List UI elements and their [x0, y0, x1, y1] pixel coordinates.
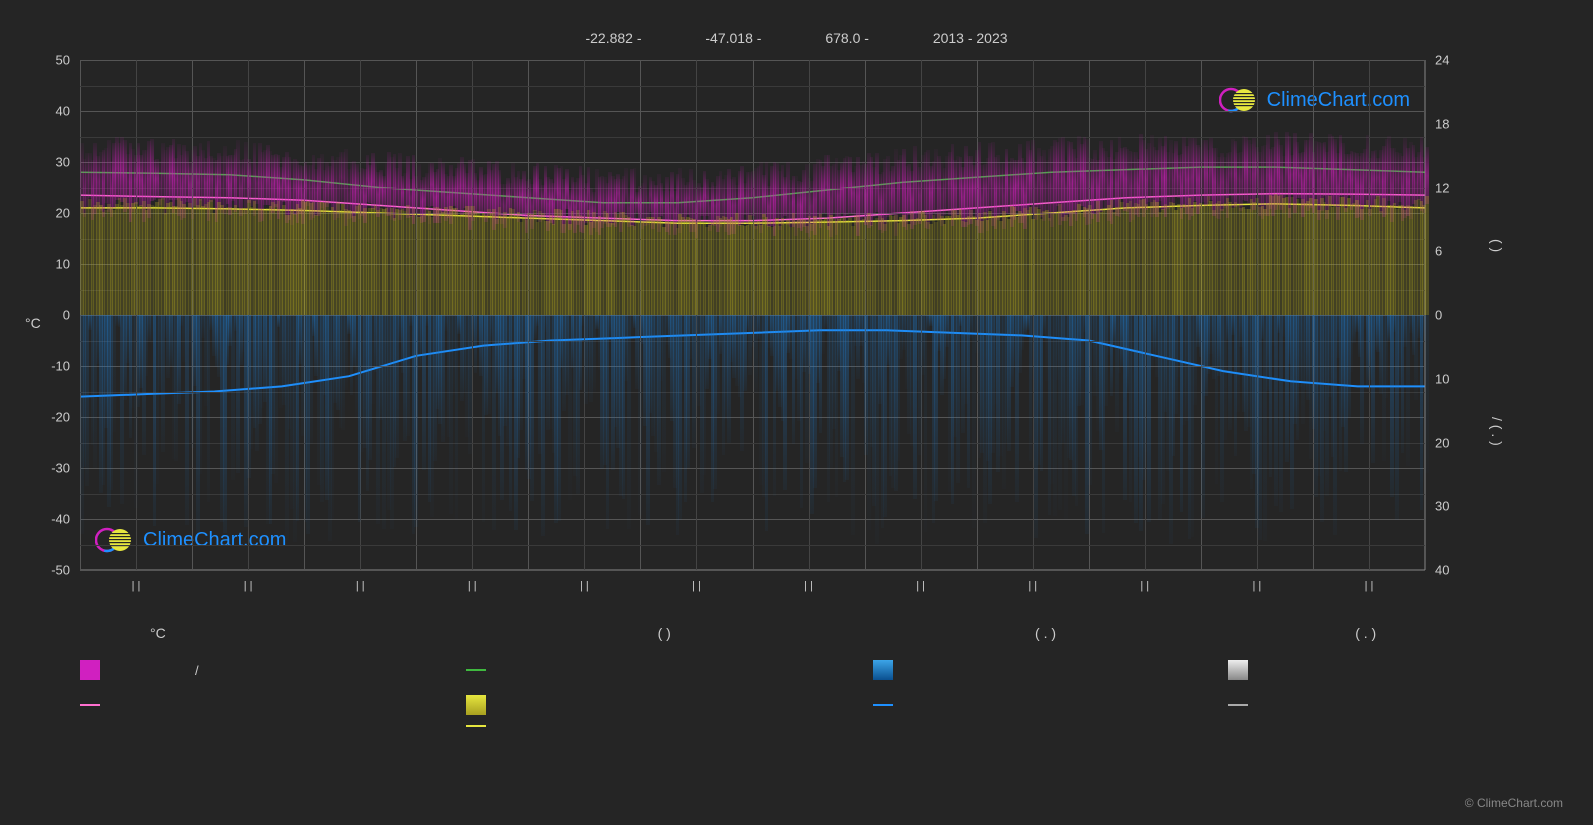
y-tick-right-bottom: 40: [1435, 563, 1465, 578]
x-tick-month: | |: [1028, 580, 1037, 592]
x-tick-month: | |: [1140, 580, 1149, 592]
legend-col2-title: ( ): [658, 625, 671, 641]
x-tick-month: | |: [468, 580, 477, 592]
copyright-text: © ClimeChart.com: [1465, 796, 1563, 810]
y-tick-right-bottom: 20: [1435, 435, 1465, 450]
lon-value: -47.018 -: [705, 30, 761, 46]
temp-band: [1425, 147, 1429, 203]
precip-band: [530, 315, 534, 501]
legend-swatch-magenta: [80, 660, 100, 680]
precip-band: [455, 315, 459, 519]
y-tick-left: 30: [30, 155, 70, 170]
y-tick-right-top: 12: [1435, 180, 1465, 195]
y-tick-left: 50: [30, 53, 70, 68]
y-tick-right-top: 18: [1435, 116, 1465, 131]
y-tick-left: 40: [30, 104, 70, 119]
gridline-h-minor: [80, 137, 1425, 138]
chart-plot-area: °C ( ) / ( . ) ClimeChart.com ClimeChar: [80, 60, 1425, 570]
precip-band: [406, 315, 410, 436]
legend-swatch-pink-line: [80, 704, 100, 706]
y-tick-left: -50: [30, 563, 70, 578]
legend-text-temp-range: /: [195, 663, 199, 678]
precip-band: [1040, 315, 1044, 471]
x-tick-month: | |: [1365, 580, 1374, 592]
y-tick-right-top: 24: [1435, 53, 1465, 68]
x-tick-month: | |: [356, 580, 365, 592]
x-tick-month: | |: [244, 580, 253, 592]
gridline-h-minor: [80, 86, 1425, 87]
precip-band: [207, 315, 211, 502]
precip-band: [422, 315, 426, 470]
lat-value: -22.882 -: [585, 30, 641, 46]
precip-band: [956, 315, 960, 483]
header-metadata: -22.882 - -47.018 - 678.0 - 2013 - 2023: [0, 30, 1593, 46]
precip-band: [1390, 315, 1394, 497]
legend-swatch-grey-gradient: [1228, 660, 1248, 680]
legend-row-2: [80, 695, 1503, 715]
y-tick-left: 0: [30, 308, 70, 323]
sunshine-band: [1425, 196, 1429, 315]
legend-swatch-green-line: [466, 669, 486, 671]
legend-header-row: °C ( ) ( . ) ( . ): [80, 625, 1503, 641]
legend-col1-title: °C: [150, 625, 166, 641]
x-tick-month: | |: [580, 580, 589, 592]
y-tick-right-top: 0: [1435, 308, 1465, 323]
x-tick-month: | |: [692, 580, 701, 592]
gridline-h-minor: [80, 545, 1425, 546]
legend-col3-title: ( . ): [1035, 625, 1056, 641]
gridline-h: [80, 570, 1425, 571]
precip-band: [1258, 315, 1262, 540]
legend-col4-title: ( . ): [1355, 625, 1376, 641]
y-tick-left: 10: [30, 257, 70, 272]
legend-row-1: /: [80, 660, 1503, 680]
precip-band: [199, 315, 203, 474]
precip-band: [627, 315, 631, 529]
right-bottom-axis-title: / ( . ): [1489, 417, 1505, 446]
x-tick-month: | |: [132, 580, 141, 592]
y-tick-left: -40: [30, 512, 70, 527]
precip-band: [177, 315, 181, 404]
precip-band: [85, 315, 89, 486]
precip-band: [1406, 315, 1410, 466]
precip-band: [112, 315, 116, 432]
precip-band: [1279, 315, 1283, 512]
precip-band: [1274, 315, 1278, 506]
legend-swatch-blue-line: [873, 704, 893, 706]
legend-swatch-grey-line: [1228, 704, 1248, 706]
x-tick-month: | |: [916, 580, 925, 592]
x-tick-month: | |: [804, 580, 813, 592]
precip-band: [1425, 315, 1429, 473]
precip-band: [441, 315, 445, 442]
x-tick-month: | |: [1252, 580, 1261, 592]
legend-swatch-blue-gradient: [873, 660, 893, 680]
y-tick-left: -30: [30, 461, 70, 476]
precip-band: [541, 315, 545, 536]
precip-band: [606, 315, 610, 529]
precip-band: [1360, 315, 1364, 444]
y-tick-left: -20: [30, 410, 70, 425]
precip-band: [967, 315, 971, 488]
precip-band: [924, 315, 928, 532]
y-tick-left: 20: [30, 206, 70, 221]
precip-band: [638, 315, 642, 515]
precip-band: [851, 315, 855, 535]
precip-band: [274, 315, 278, 483]
right-top-axis-title: ( ): [1489, 239, 1505, 252]
precip-band: [231, 315, 235, 480]
years-value: 2013 - 2023: [933, 30, 1008, 46]
alt-value: 678.0 -: [825, 30, 869, 46]
legend-row-3: [80, 725, 1503, 727]
y-tick-left: -10: [30, 359, 70, 374]
precip-band: [1420, 315, 1424, 510]
y-tick-right-bottom: 10: [1435, 371, 1465, 386]
y-tick-right-top: 6: [1435, 244, 1465, 259]
legend-swatch-yellow-gradient: [466, 695, 486, 715]
legend-swatch-yellow-line: [466, 725, 486, 727]
y-tick-right-bottom: 30: [1435, 499, 1465, 514]
